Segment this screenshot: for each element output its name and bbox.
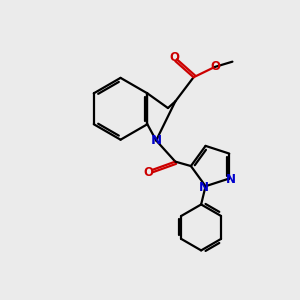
- Text: O: O: [144, 166, 154, 179]
- Text: O: O: [170, 51, 180, 64]
- Text: N: N: [151, 134, 162, 147]
- Text: N: N: [226, 173, 236, 186]
- Text: O: O: [210, 60, 220, 73]
- Text: N: N: [199, 181, 208, 194]
